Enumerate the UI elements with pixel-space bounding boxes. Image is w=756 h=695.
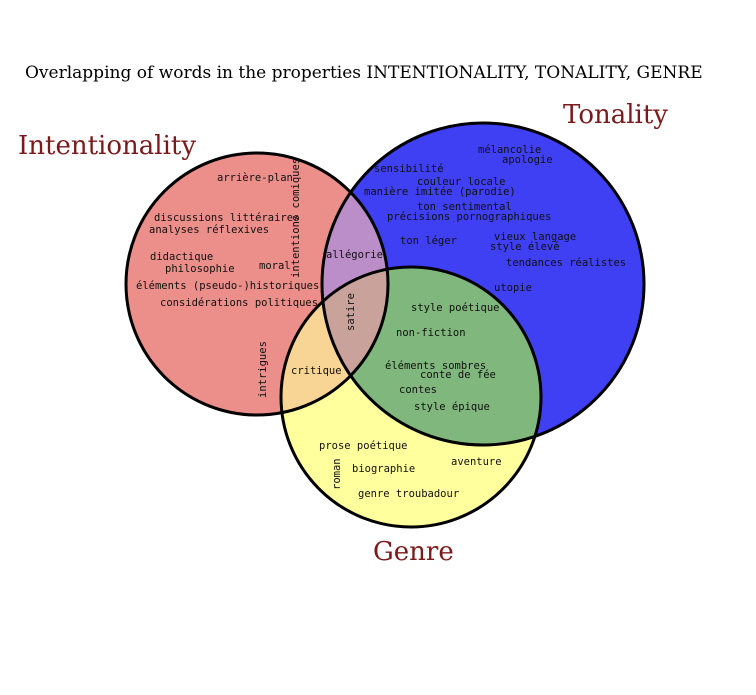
tonality-outline <box>320 121 646 447</box>
word-genre-troubadour: genre troubadour <box>358 488 459 500</box>
genre-outline <box>279 265 543 529</box>
word-prose-poetique: prose poétique <box>319 440 408 452</box>
intentionality-label: Intentionality <box>18 131 196 161</box>
word-tendances-realistes: tendances réalistes <box>506 257 626 269</box>
word-style-poetique: style poétique <box>411 302 500 314</box>
genre-label: Genre <box>373 537 454 567</box>
word-aventure: aventure <box>451 456 502 468</box>
word-elements-sombres: éléments sombres <box>385 360 486 372</box>
word-critique: critique <box>291 365 342 377</box>
word-utopie: utopie <box>494 282 532 294</box>
word-considerations-politiques: considérations politiques <box>160 297 318 309</box>
diagram-title: Overlapping of words in the properties I… <box>25 63 703 83</box>
word-non-fiction: non-fiction <box>396 327 466 339</box>
word-precisions-pornographiques: précisions pornographiques <box>387 211 551 223</box>
word-melancolie: mélancolie <box>478 144 541 156</box>
word-didactique: didactique <box>150 251 213 263</box>
word-elements-historiques: éléments (pseudo-)historiques <box>136 280 319 292</box>
word-intrigues: intrigues <box>257 341 269 398</box>
word-couleur-locale: couleur locale <box>417 176 506 188</box>
overlap-all <box>322 267 388 415</box>
word-satire: satire <box>345 293 357 331</box>
word-sensibilite: sensibilité <box>374 163 444 175</box>
intentionality-outline <box>124 151 390 417</box>
word-ton-leger: ton léger <box>400 235 457 247</box>
word-maniere-imitee: manière imitée (parodie) <box>364 186 516 198</box>
tonality-label: Tonality <box>563 100 668 130</box>
word-vieux-langage: vieux langage <box>494 231 576 243</box>
word-allegorie: allégorie <box>326 249 383 261</box>
word-analyses-reflexives: analyses réflexives <box>149 224 269 236</box>
word-apologie: apologie <box>502 154 553 166</box>
word-moral: moral <box>259 260 291 272</box>
word-style-epique: style épique <box>414 401 490 413</box>
word-conte-de-fee: conte de fée <box>420 369 496 381</box>
word-contes: contes <box>399 384 437 396</box>
word-roman: roman <box>331 458 343 490</box>
word-philosophie: philosophie <box>165 263 235 275</box>
word-discussions-litteraires: discussions littéraires <box>154 212 299 224</box>
word-ton-sentimental: ton sentimental <box>417 201 512 213</box>
word-arriere-plan: arrière-plan <box>217 172 293 184</box>
word-style-eleve: style élevé <box>490 241 560 253</box>
word-intentions-comiques: intentions comiques <box>290 158 302 278</box>
word-biographie: biographie <box>352 463 415 475</box>
